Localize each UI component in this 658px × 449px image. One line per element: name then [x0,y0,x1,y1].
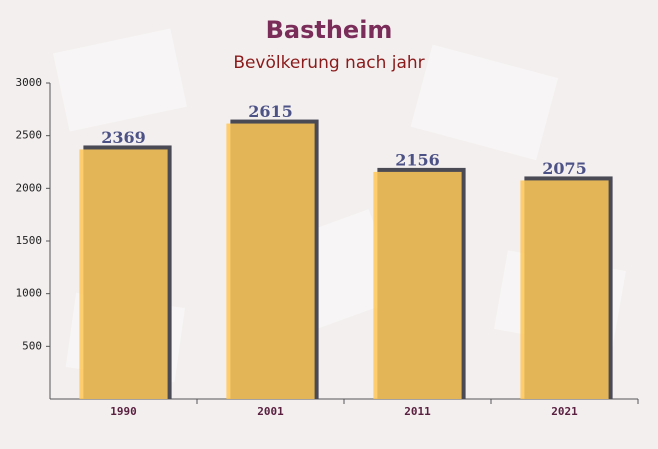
bar [520,180,609,399]
value-label: 2369 [101,128,146,147]
bar [79,149,168,399]
chart-title: Bastheim [266,16,393,44]
bar [373,171,462,399]
bar [226,123,315,399]
y-tick-label: 2500 [16,129,43,142]
chart-subtitle: Bevölkerung nach jahr [233,53,424,73]
x-tick-label: 2011 [404,405,431,418]
x-tick-label: 2001 [257,405,284,418]
value-label: 2615 [248,102,293,121]
y-tick-label: 1500 [16,234,43,247]
y-tick-label: 3000 [16,76,43,89]
y-tick-label: 2000 [16,181,43,194]
value-label: 2156 [395,150,440,169]
y-tick-label: 500 [22,339,42,352]
value-label: 2075 [542,159,587,178]
x-tick-label: 2021 [551,405,578,418]
y-tick-label: 1000 [16,287,43,300]
x-tick-label: 1990 [110,405,137,418]
